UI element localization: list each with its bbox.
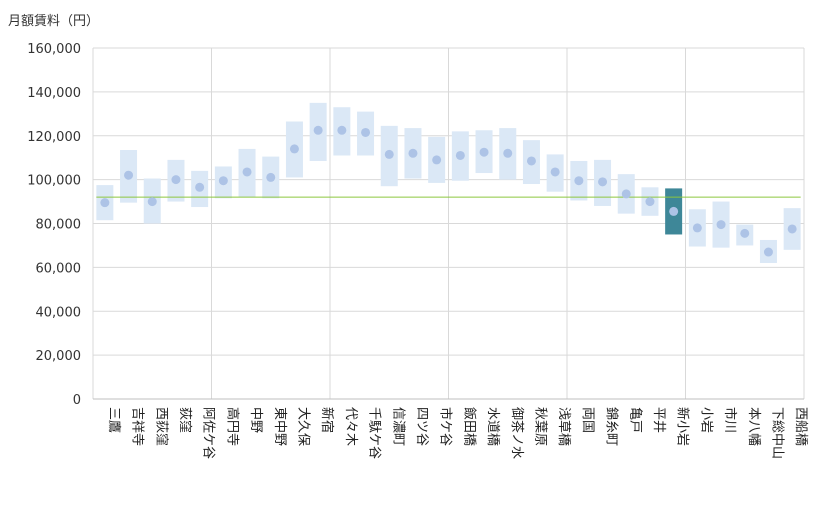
x-category-label: 飯田橋 <box>461 407 476 446</box>
x-category-label: 西船橋 <box>793 407 808 446</box>
x-category-label: 吉祥寺 <box>130 407 145 446</box>
x-category-label: 西荻窪 <box>153 407 169 446</box>
median-dot <box>361 127 371 137</box>
median-dot <box>242 167 252 177</box>
median-dot <box>384 149 394 159</box>
median-dot <box>669 206 679 216</box>
x-category-label: 信濃町 <box>390 407 405 446</box>
median-dot <box>763 247 773 257</box>
median-dot <box>432 155 442 165</box>
median-dot <box>503 148 513 158</box>
y-tick-label: 160,000 <box>27 42 81 57</box>
median-dot <box>218 176 228 186</box>
y-tick-label: 40,000 <box>36 305 82 320</box>
x-axis-labels: 三鷹 吉祥寺 西荻窪 荻窪 阿佐ケ谷 高円寺 中野 東中野 大久保 新宿 代々木 千駄ケ谷 信濃町 四ツ谷… <box>106 407 808 459</box>
y-axis-title: 月額賃料（円） <box>8 14 99 29</box>
x-category-label: 四ツ谷 <box>414 407 429 446</box>
x-category-label: 浅草橋 <box>556 407 571 446</box>
x-category-label: 市川 <box>722 407 738 433</box>
median-dots <box>100 125 797 257</box>
median-dot <box>289 144 299 154</box>
x-category-label: 下総中山 <box>769 407 784 459</box>
y-axis-ticks: 0 20,000 40,000 60,000 80,000 100,000 120,000 1… <box>27 42 81 408</box>
x-category-label: 代々木 <box>343 407 358 446</box>
x-category-label: 錦糸町 <box>604 407 620 446</box>
median-dot <box>526 156 536 166</box>
median-dot <box>100 198 110 208</box>
x-category-label: 高円寺 <box>224 407 240 446</box>
x-category-label: 中野 <box>248 407 263 433</box>
median-dot <box>313 125 323 135</box>
x-category-label: 御茶ノ水 <box>509 407 525 459</box>
group-separators <box>211 48 686 399</box>
y-tick-label: 0 <box>73 393 81 408</box>
median-dot <box>598 177 608 187</box>
median-dot <box>195 182 205 192</box>
y-tick-label: 140,000 <box>27 86 81 101</box>
median-dot <box>408 148 418 158</box>
median-dot <box>266 172 276 182</box>
median-dot <box>550 167 560 177</box>
x-category-label: 三鷹 <box>106 407 121 433</box>
median-dot <box>124 170 134 180</box>
x-category-label: 東中野 <box>272 407 288 446</box>
median-dot <box>574 176 584 186</box>
x-category-label: 阿佐ケ谷 <box>201 407 216 459</box>
median-dot <box>479 147 489 157</box>
x-category-label: 新小岩 <box>675 407 691 446</box>
x-category-label: 大久保 <box>295 407 310 446</box>
x-category-label: 市ケ谷 <box>438 407 454 446</box>
median-dot <box>171 175 181 185</box>
x-category-label: 亀戸 <box>627 407 642 433</box>
y-tick-label: 120,000 <box>27 130 81 145</box>
y-tick-label: 100,000 <box>27 174 81 189</box>
median-dot <box>621 189 631 199</box>
median-dot <box>692 223 702 233</box>
y-tick-label: 60,000 <box>36 261 82 276</box>
x-category-label: 平井 <box>651 407 666 433</box>
x-category-label: 新宿 <box>319 407 335 433</box>
x-category-label: 秋葉原 <box>532 407 547 446</box>
median-dot <box>147 197 157 207</box>
median-dot <box>645 197 655 207</box>
y-tick-label: 20,000 <box>36 349 82 364</box>
median-dot <box>787 224 797 234</box>
x-category-label: 小岩 <box>698 407 713 433</box>
x-category-label: 本八幡 <box>746 407 761 446</box>
median-dot <box>337 125 347 135</box>
x-category-label: 両国 <box>580 407 595 433</box>
median-dot <box>740 228 750 238</box>
x-category-label: 千駄ケ谷 <box>367 407 382 459</box>
median-dot <box>455 150 465 160</box>
x-category-label: 荻窪 <box>177 407 193 433</box>
median-dot <box>716 220 726 230</box>
y-tick-label: 80,000 <box>36 218 82 233</box>
x-category-label: 水道橋 <box>485 407 500 446</box>
